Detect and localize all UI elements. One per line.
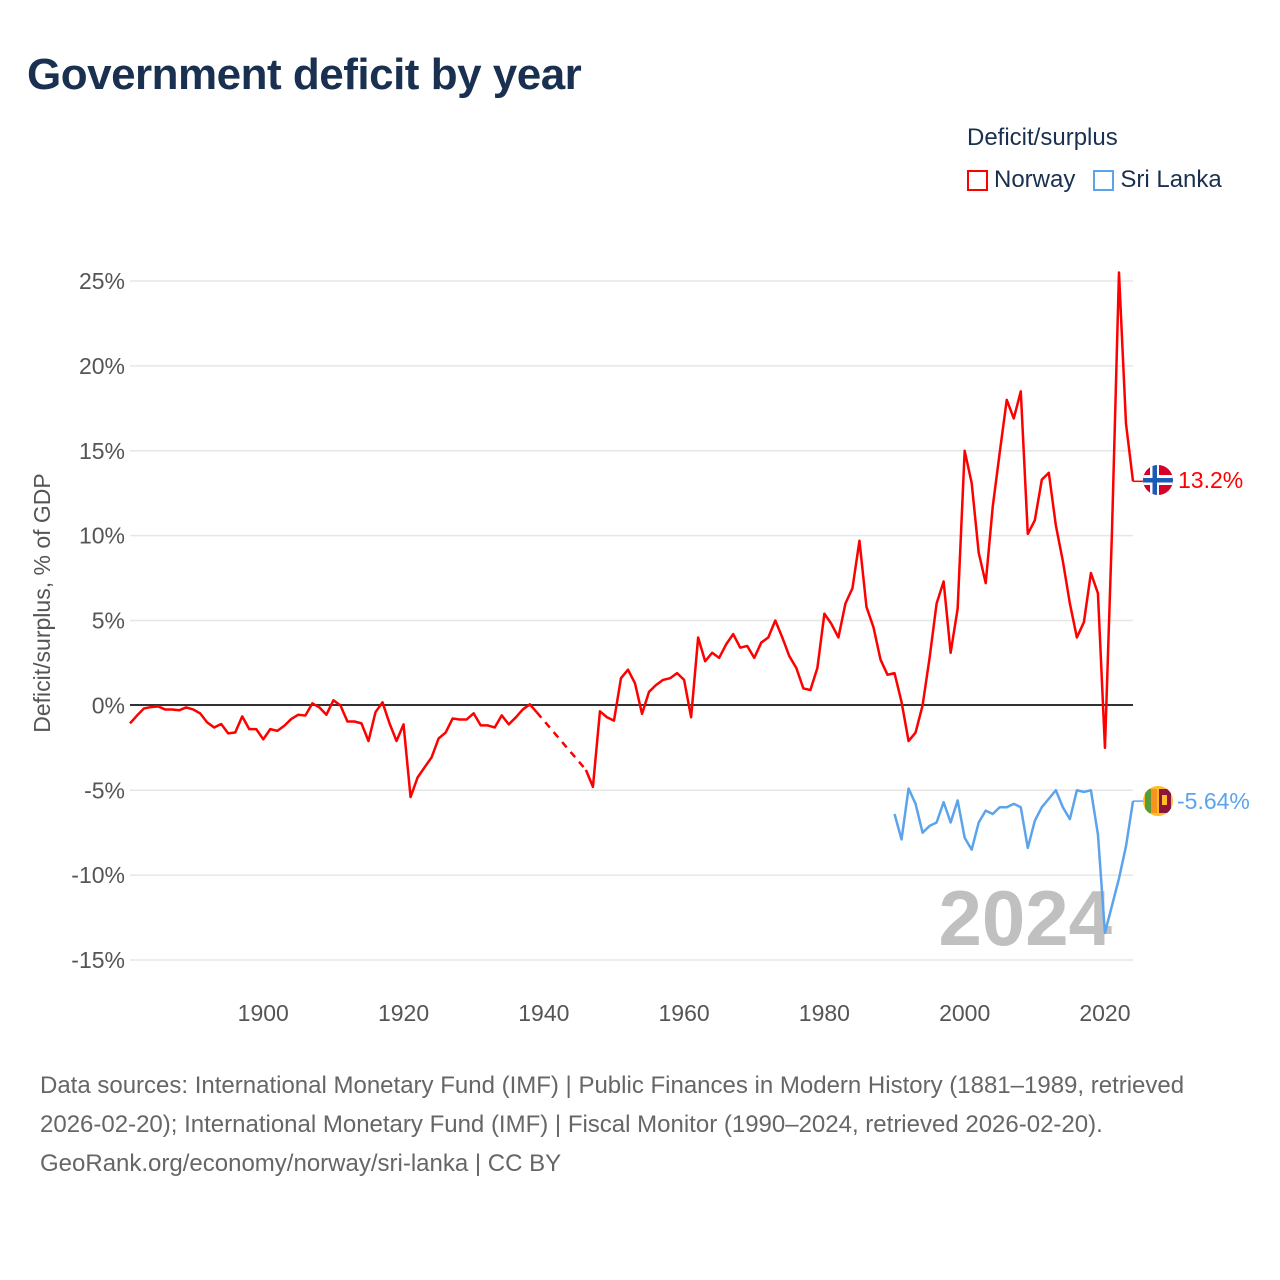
series-lines <box>129 271 1145 935</box>
footer: Data sources: International Monetary Fun… <box>40 1066 1240 1183</box>
year-watermark: 2024 <box>938 874 1112 962</box>
series-gap-norway <box>535 711 587 771</box>
norway-end-marker: 13.2% <box>1143 465 1243 495</box>
sri-lanka-end-marker: -5.64% <box>1143 786 1250 816</box>
legend-item-norway[interactable]: Norway <box>967 166 1075 194</box>
y-tick-label: 5% <box>92 608 125 634</box>
x-tick-label: 1980 <box>799 1000 850 1026</box>
y-axis-ticks: 25% 20% 15% 10% 5% 0% -5% -10% -15% <box>71 268 125 973</box>
y-tick-label: 25% <box>79 268 125 294</box>
y-tick-label: 0% <box>92 692 125 718</box>
legend-swatch-norway <box>967 169 988 191</box>
y-tick-label: -5% <box>84 777 125 803</box>
y-tick-label: 20% <box>79 353 125 379</box>
sri-lanka-end-label: -5.64% <box>1177 788 1250 814</box>
y-tick-label: -10% <box>71 862 125 888</box>
y-axis-label: Deficit/surplus, % of GDP <box>29 473 55 732</box>
y-tick-label: 15% <box>79 438 125 464</box>
series-line-norway <box>129 699 538 799</box>
x-axis-ticks: 1900 1920 1940 1960 1980 2000 2020 <box>238 1000 1131 1026</box>
x-tick-label: 1960 <box>659 1000 710 1026</box>
x-tick-label: 1940 <box>518 1000 569 1026</box>
sri-lanka-flag-icon <box>1143 786 1173 816</box>
series-line-sri-lanka <box>893 787 1135 935</box>
y-tick-label: -15% <box>71 947 125 973</box>
y-tick-label: 10% <box>79 523 125 549</box>
chart-title: Government deficit by year <box>27 50 582 99</box>
credit-link[interactable]: GeoRank.org/economy/norway/sri-lanka | C… <box>40 1150 562 1177</box>
data-sources: Data sources: International Monetary Fun… <box>40 1072 1185 1138</box>
x-tick-label: 1900 <box>238 1000 289 1026</box>
norway-end-label: 13.2% <box>1178 467 1243 493</box>
legend-item-sri-lanka[interactable]: Sri Lanka <box>1093 166 1222 194</box>
legend-title: Deficit/surplus <box>967 124 1118 151</box>
x-tick-label: 2020 <box>1079 1000 1130 1026</box>
series-line-norway <box>584 271 1135 789</box>
norway-flag-icon <box>1143 465 1173 495</box>
legend-label-norway: Norway <box>994 166 1076 193</box>
gridlines <box>130 280 1133 961</box>
legend: Deficit/surplus Norway Sri Lanka <box>967 124 1222 194</box>
legend-swatch-sri-lanka <box>1093 169 1115 191</box>
x-tick-label: 1920 <box>378 1000 429 1026</box>
x-tick-label: 2000 <box>939 1000 990 1026</box>
legend-label-sri-lanka: Sri Lanka <box>1120 166 1222 193</box>
